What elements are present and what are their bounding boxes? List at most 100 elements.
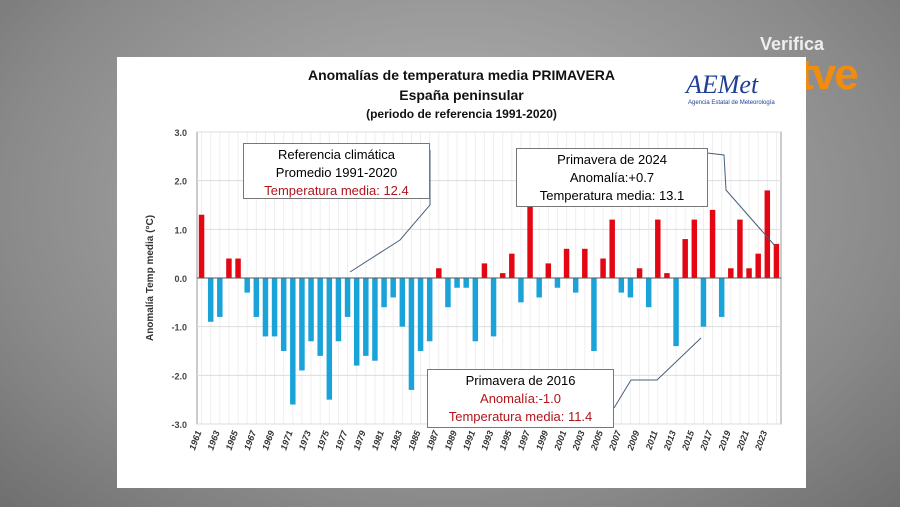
x-tick-label: 1999: [534, 429, 550, 451]
x-tick-label: 1985: [406, 428, 423, 451]
annotation-reference: Referencia climática Promedio 1991-2020 …: [243, 143, 430, 199]
bar-1979: [363, 278, 369, 356]
bar-2008: [627, 278, 634, 298]
y-tick-label: 1.0: [174, 225, 187, 235]
bar-1997: [527, 205, 533, 278]
bar-2001: [563, 248, 570, 278]
bar-1993: [490, 278, 497, 337]
bar-1974: [317, 278, 323, 356]
bar-2010: [645, 278, 652, 308]
bar-2023: [764, 190, 771, 278]
bar-1984: [408, 278, 415, 390]
bar-2009: [636, 268, 643, 278]
y-tick-label: 3.0: [174, 128, 187, 138]
x-tick-label: 2005: [588, 428, 605, 452]
bar-1987: [436, 268, 442, 278]
x-tick-label: 2001: [552, 429, 569, 452]
x-tick-label: 1973: [297, 429, 313, 451]
x-tick-label: 1969: [260, 429, 276, 451]
annotation-line: Anomalía:+0.7: [569, 170, 655, 185]
annotation-line: Primavera de 2016: [465, 373, 576, 388]
y-tick-label: 2.0: [174, 177, 187, 187]
bar-1968: [262, 278, 269, 337]
bar-1981: [381, 278, 387, 308]
y-tick-label: -2.0: [171, 371, 187, 381]
x-tick-label: 1995: [497, 428, 514, 451]
annotation-line: Temperatura media: 11.4: [448, 409, 593, 424]
annotation-2016: Primavera de 2016 Anomalía:-1.0 Temperat…: [427, 369, 614, 428]
bar-2014: [682, 239, 688, 278]
bar-1976: [335, 278, 342, 342]
bar-2012: [664, 273, 670, 278]
y-tick-label: -1.0: [171, 323, 187, 333]
annotation-line: Primavera de 2024: [557, 152, 667, 167]
annotation-arrow: [613, 337, 702, 409]
y-axis-label: Anomalía Temp media (°C): [145, 215, 156, 341]
bar-2005: [600, 258, 606, 278]
bar-2000: [554, 278, 561, 288]
annotation-line: Referencia climática: [277, 147, 396, 162]
x-tick-label: 2021: [734, 429, 751, 452]
bar-2017: [709, 209, 716, 278]
bar-1964: [226, 258, 232, 278]
bar-1980: [372, 278, 378, 361]
verifica-logo: Verifica: [760, 34, 825, 54]
bar-1967: [253, 278, 260, 317]
bar-1996: [518, 278, 524, 303]
bar-1986: [426, 278, 433, 342]
bar-1983: [399, 278, 406, 327]
x-tick-label: 1963: [205, 429, 221, 451]
aemet-logo: AEMet Agencia Estatal de Meteorología: [686, 70, 775, 106]
x-tick-label: 1989: [443, 429, 459, 451]
chart-title: Anomalías de temperatura media PRIMAVERA: [307, 67, 616, 83]
bar-1969: [271, 278, 278, 337]
bar-2002: [572, 278, 579, 293]
bar-1978: [353, 278, 360, 366]
x-tick-label: 1965: [224, 428, 241, 451]
bar-1995: [509, 253, 515, 278]
x-tick-label: 1981: [370, 429, 386, 451]
x-tick-label: 1991: [461, 429, 477, 451]
bar-2003: [582, 248, 588, 278]
bar-1982: [390, 278, 396, 298]
bar-1977: [344, 278, 351, 317]
annotation-line: Temperatura media: 12.4: [264, 183, 409, 198]
bar-2018: [718, 278, 725, 317]
x-tick-label: 1993: [479, 429, 495, 451]
x-tick-label: 1975: [315, 428, 332, 451]
bar-1999: [545, 263, 552, 278]
bar-1988: [445, 278, 451, 308]
bar-1962: [207, 278, 214, 322]
bar-2013: [673, 278, 679, 347]
x-tick-label: 1961: [187, 429, 203, 451]
x-tick-label: 1997: [516, 428, 533, 451]
bar-1973: [308, 278, 314, 342]
annotation-arrow: [349, 150, 431, 273]
bar-1990: [463, 278, 469, 288]
annotation-line: Anomalía:-1.0: [480, 391, 561, 406]
x-tick-label: 2017: [698, 428, 715, 452]
annotation-line: Promedio 1991-2020: [275, 165, 398, 180]
x-tick-label: 2011: [643, 429, 659, 452]
x-tick-label: 1983: [388, 429, 404, 451]
bar-2006: [609, 219, 615, 278]
bar-2015: [691, 219, 698, 278]
x-tick-label: 2007: [607, 428, 624, 452]
x-tick-label: 2003: [570, 429, 587, 452]
chart-subtitle: España peninsular: [399, 87, 524, 103]
bar-1985: [417, 278, 424, 351]
bar-2022: [755, 253, 761, 278]
x-tick-label: 2013: [661, 429, 678, 452]
bar-2004: [591, 278, 597, 351]
bar-2007: [618, 278, 625, 293]
bar-1994: [499, 273, 506, 278]
bar-1972: [299, 278, 305, 371]
x-tick-label: 2019: [716, 429, 733, 452]
bar-1970: [280, 278, 287, 351]
bar-2021: [746, 268, 752, 278]
bar-2016: [700, 278, 707, 327]
bar-1965: [235, 258, 241, 278]
y-tick-label: 0.0: [174, 274, 187, 284]
bar-1961: [198, 214, 205, 278]
